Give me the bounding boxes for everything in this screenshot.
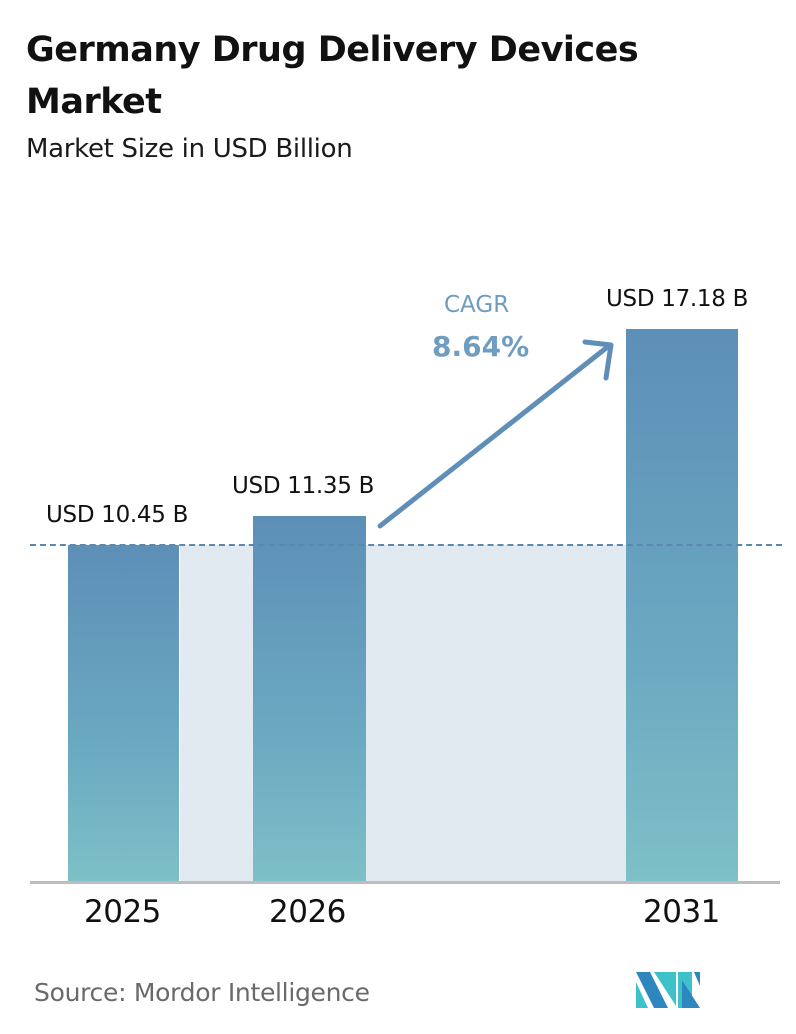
x-axis-line	[30, 881, 780, 884]
x-tick-2026: 2026	[269, 894, 346, 930]
x-tick-2025: 2025	[84, 894, 161, 930]
value-label-2026: USD 11.35 B	[232, 473, 375, 499]
source-text: Source: Mordor Intelligence	[34, 978, 370, 1007]
x-tick-2031: 2031	[643, 894, 720, 930]
reference-band	[180, 545, 626, 882]
bar-2026	[253, 516, 366, 882]
chart-subtitle: Market Size in USD Billion	[26, 134, 353, 164]
chart-title: Germany Drug Delivery Devices Market	[26, 30, 639, 122]
bar-2031	[626, 329, 738, 882]
bar-2025	[68, 545, 179, 882]
value-label-2025: USD 10.45 B	[46, 502, 189, 528]
value-label-2031: USD 17.18 B	[606, 286, 749, 312]
cagr-value: 8.64%	[432, 330, 530, 363]
cagr-label: CAGR	[444, 292, 510, 318]
mordor-intelligence-logo-icon	[636, 972, 700, 1008]
reference-dashed-line	[30, 544, 782, 546]
